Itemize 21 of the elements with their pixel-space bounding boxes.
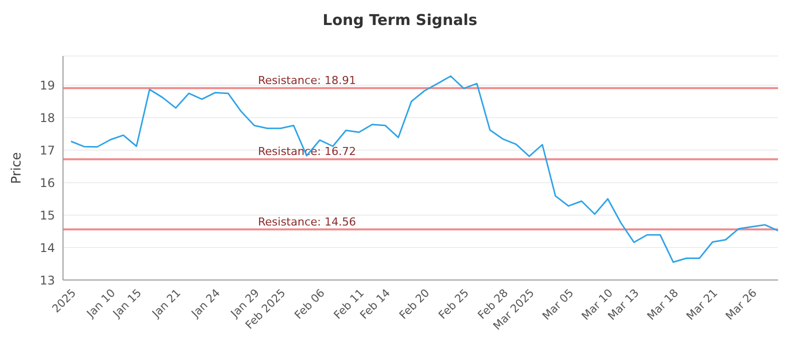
x-tick-label: Mar 26 — [723, 286, 760, 323]
ref-line-label: Resistance: 14.56 — [258, 215, 356, 228]
x-tick-label: Feb 25 — [436, 286, 472, 322]
x-tick-label: Mar 05 — [540, 286, 576, 323]
y-axis-title: Price — [10, 152, 25, 184]
x-tick-label: Jan 24 — [188, 286, 223, 321]
line-series — [70, 75, 779, 263]
y-tick-label: 13 — [40, 273, 55, 288]
y-tick-label: 15 — [40, 208, 55, 222]
chart-title: Long Term Signals — [322, 10, 478, 31]
x-tick-label: Mar 18 — [644, 286, 681, 323]
y-tick-label: 18 — [40, 110, 55, 125]
x-tick-label: Feb 06 — [292, 286, 328, 322]
x-tick-label: Jan 21 — [149, 286, 184, 321]
y-tick-label: 19 — [40, 78, 55, 92]
y-tick-label: 17 — [40, 143, 55, 158]
ref-line-label: Resistance: 18.91 — [258, 74, 356, 88]
x-tick-label: Mar 21 — [684, 286, 720, 323]
y-tick-label: 16 — [40, 176, 55, 190]
x-tick-label: Feb 20 — [396, 286, 432, 322]
y-tick-label: 14 — [40, 240, 55, 255]
